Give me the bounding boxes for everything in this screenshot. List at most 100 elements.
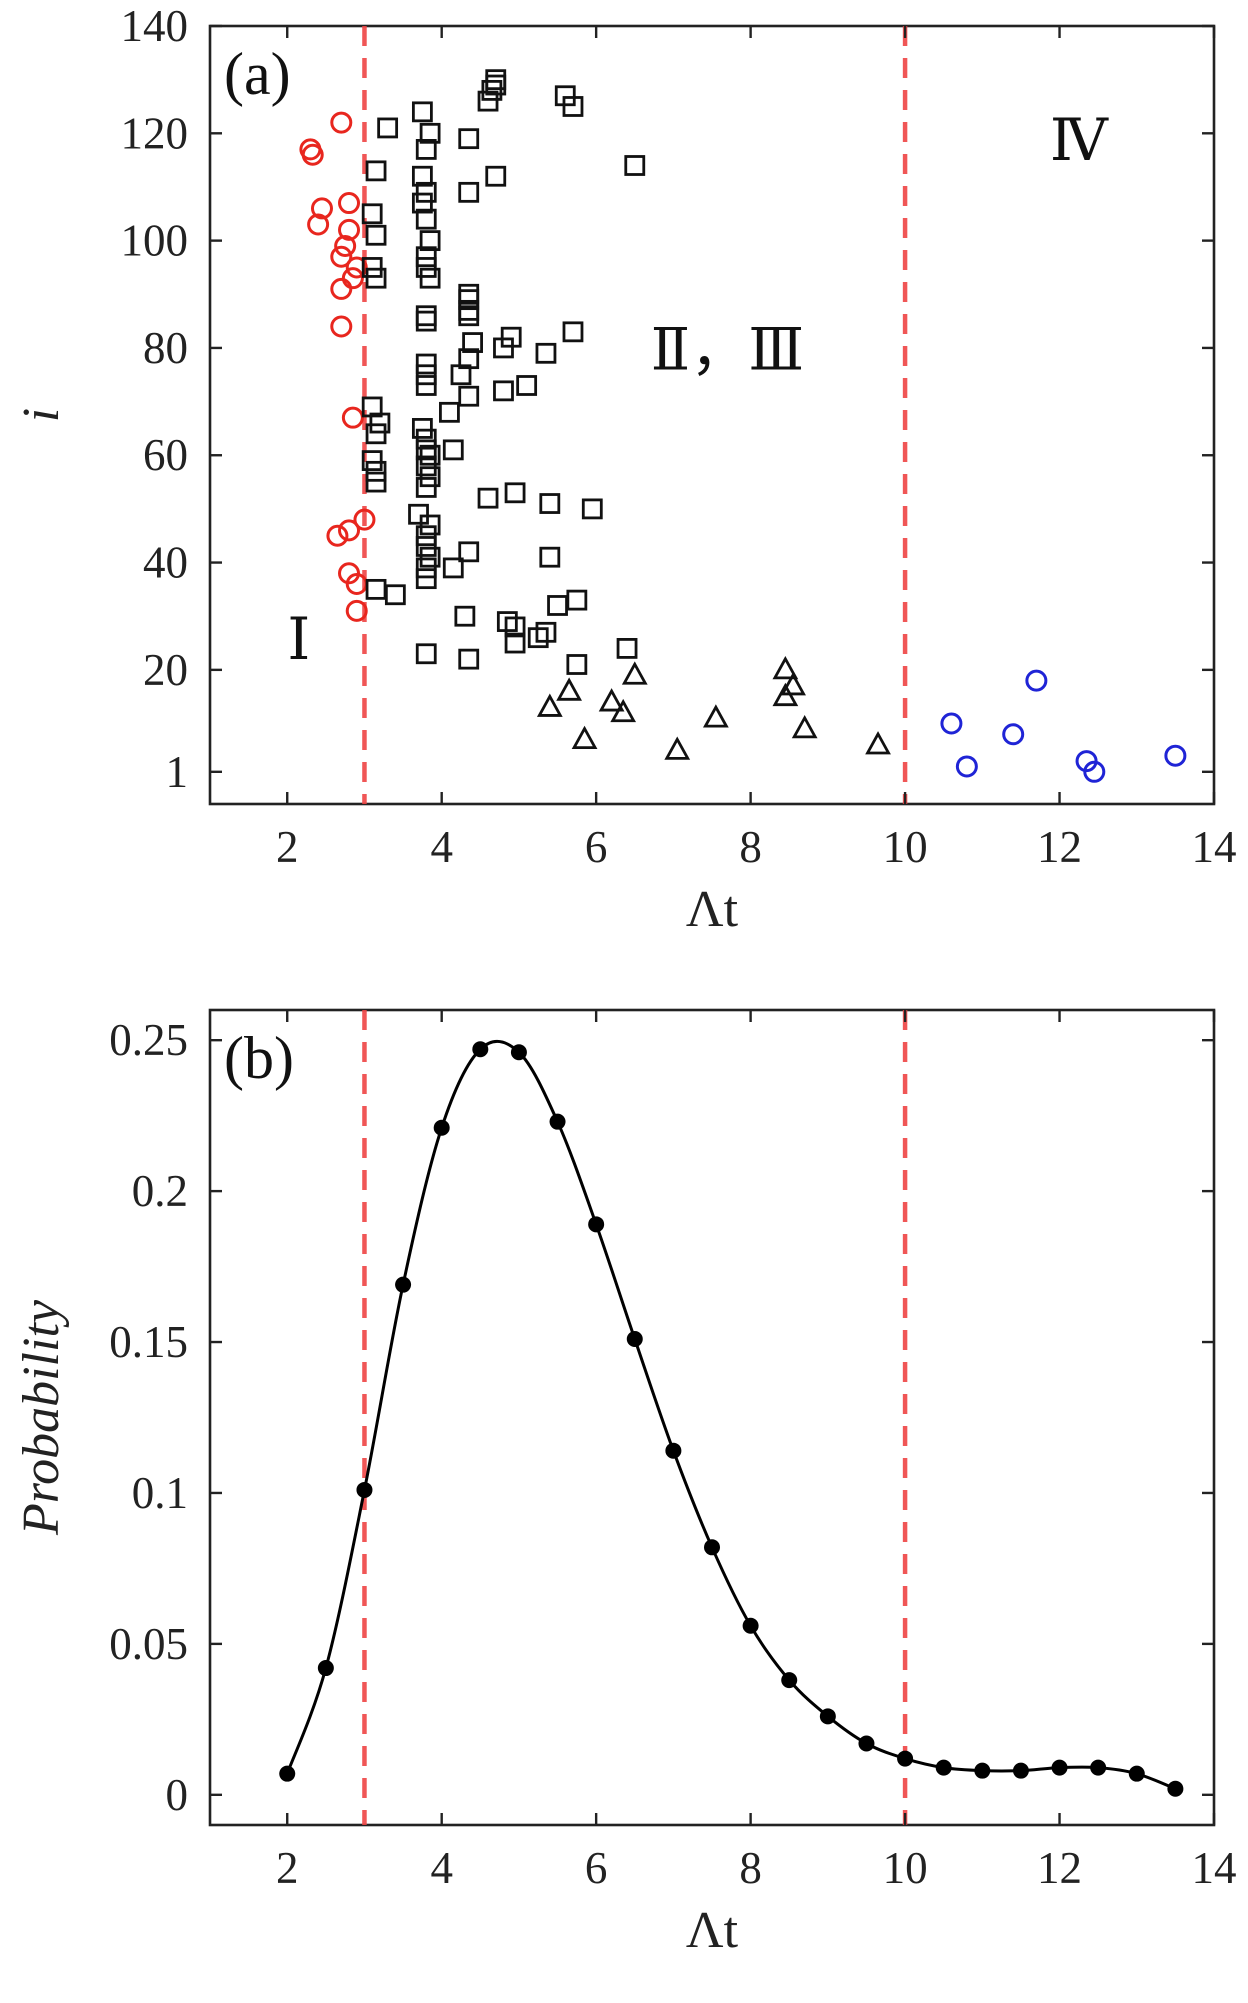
region-label: Ⅳ [1050,108,1109,173]
axes-frame [208,24,1216,806]
data-point-square [415,353,437,375]
data-point-circle [1025,669,1048,692]
data-point-square [624,155,646,176]
data-point-square [419,230,441,252]
data-point-triangle [791,714,818,739]
data-point-triangle [621,661,648,685]
data-point [781,1672,798,1689]
data-point-circle [307,213,330,236]
data-point-triangle [536,693,563,717]
data-point-circle [326,524,349,547]
data-point-square [419,466,441,488]
data-point-triangle [702,704,729,728]
data-point [935,1759,952,1776]
data-point-circle [338,218,361,241]
axes-frame [208,1008,1216,1827]
data-point-circle [341,406,364,429]
data-point-square [415,375,437,396]
data-point-square [581,498,603,520]
panel-b-probability-chart: 2 4 6 8 10 12 14 0 0.05 0.1 0.15 0.2 0.25 Λt Probabili… [13,1008,1237,1959]
x-tick-label: 2 [276,1843,299,1893]
data-point-square [415,439,437,461]
x-tick-label: 4 [430,1843,453,1893]
x-tick-label: 6 [585,1843,608,1893]
x-tick-label: 8 [739,822,762,872]
data-point-square [415,310,437,332]
probability-curve [285,1039,1176,1791]
y-tick-label: 0.1 [132,1468,188,1518]
data-point-square [485,165,507,187]
data-point-square [411,165,433,187]
data-point [819,1708,836,1725]
data-point [704,1539,720,1556]
x-tick-label: 6 [585,822,608,872]
data-point-triangle [772,655,799,680]
data-point-square [462,332,483,353]
data-point-square [562,96,584,117]
data-point [897,1750,914,1767]
data-point-circle [330,315,353,338]
data-point-square [415,364,437,386]
data-point-square [365,578,387,600]
y-tick-label: 120 [121,108,189,158]
data-point-circle [338,192,361,215]
data-point-square [384,584,406,606]
data-point [858,1735,875,1752]
data-point-square [415,208,437,230]
data-point [974,1762,991,1779]
y-tick-label: 0.25 [109,1015,188,1065]
data-point-square [411,192,433,214]
data-point [317,1660,334,1677]
data-point-square [415,525,437,547]
data-point-square [415,557,437,579]
data-point [510,1044,527,1061]
data-point-circle [330,111,353,134]
data-point-square [365,267,387,289]
data-point [1128,1765,1145,1782]
data-point-square [365,423,387,445]
data-point-square [458,385,480,407]
x-tick-label: 14 [1192,1843,1237,1893]
data-point-square [493,380,514,402]
y-tick-label: 140 [121,1,189,51]
data-point-square [419,267,441,289]
data-point-square [415,139,437,160]
scatter-series-1 [299,111,376,622]
data-point [742,1617,759,1634]
data-point-square [516,375,538,396]
data-point-square [361,257,383,278]
data-point-circle [341,267,364,290]
data-point-square [415,428,437,450]
data-point-square [504,616,526,638]
data-point [279,1765,296,1782]
x-tick-label: 8 [739,1843,762,1893]
x-axis-title: Λt [686,1902,739,1959]
data-point-square [365,460,387,482]
data-point-square [408,503,429,525]
data-point-circle [1164,744,1187,767]
data-point-square [442,557,464,579]
x-tick-label: 14 [1192,822,1237,872]
scatter-series-2 [361,69,646,675]
data-point-square [504,482,526,504]
data-point-square [365,160,387,182]
data-point-square [411,101,433,123]
data-point [433,1119,450,1136]
data-point [626,1331,643,1348]
data-point-square [415,568,437,590]
data-point-square [485,69,507,91]
data-point [1167,1780,1184,1797]
data-point-triangle [865,731,891,755]
x-tick-label: 10 [883,1843,928,1893]
x-tick-label: 12 [1037,822,1082,872]
data-point-square [415,257,437,278]
data-point-square [566,589,588,611]
y-tick-label: 0.2 [132,1166,188,1216]
data-point-circle [330,245,353,268]
y-tick-label: 60 [143,430,188,480]
panel-label: (b) [224,1025,294,1091]
data-point-square [535,621,557,643]
panel-label: (a) [224,41,291,107]
data-point-square [458,305,480,327]
